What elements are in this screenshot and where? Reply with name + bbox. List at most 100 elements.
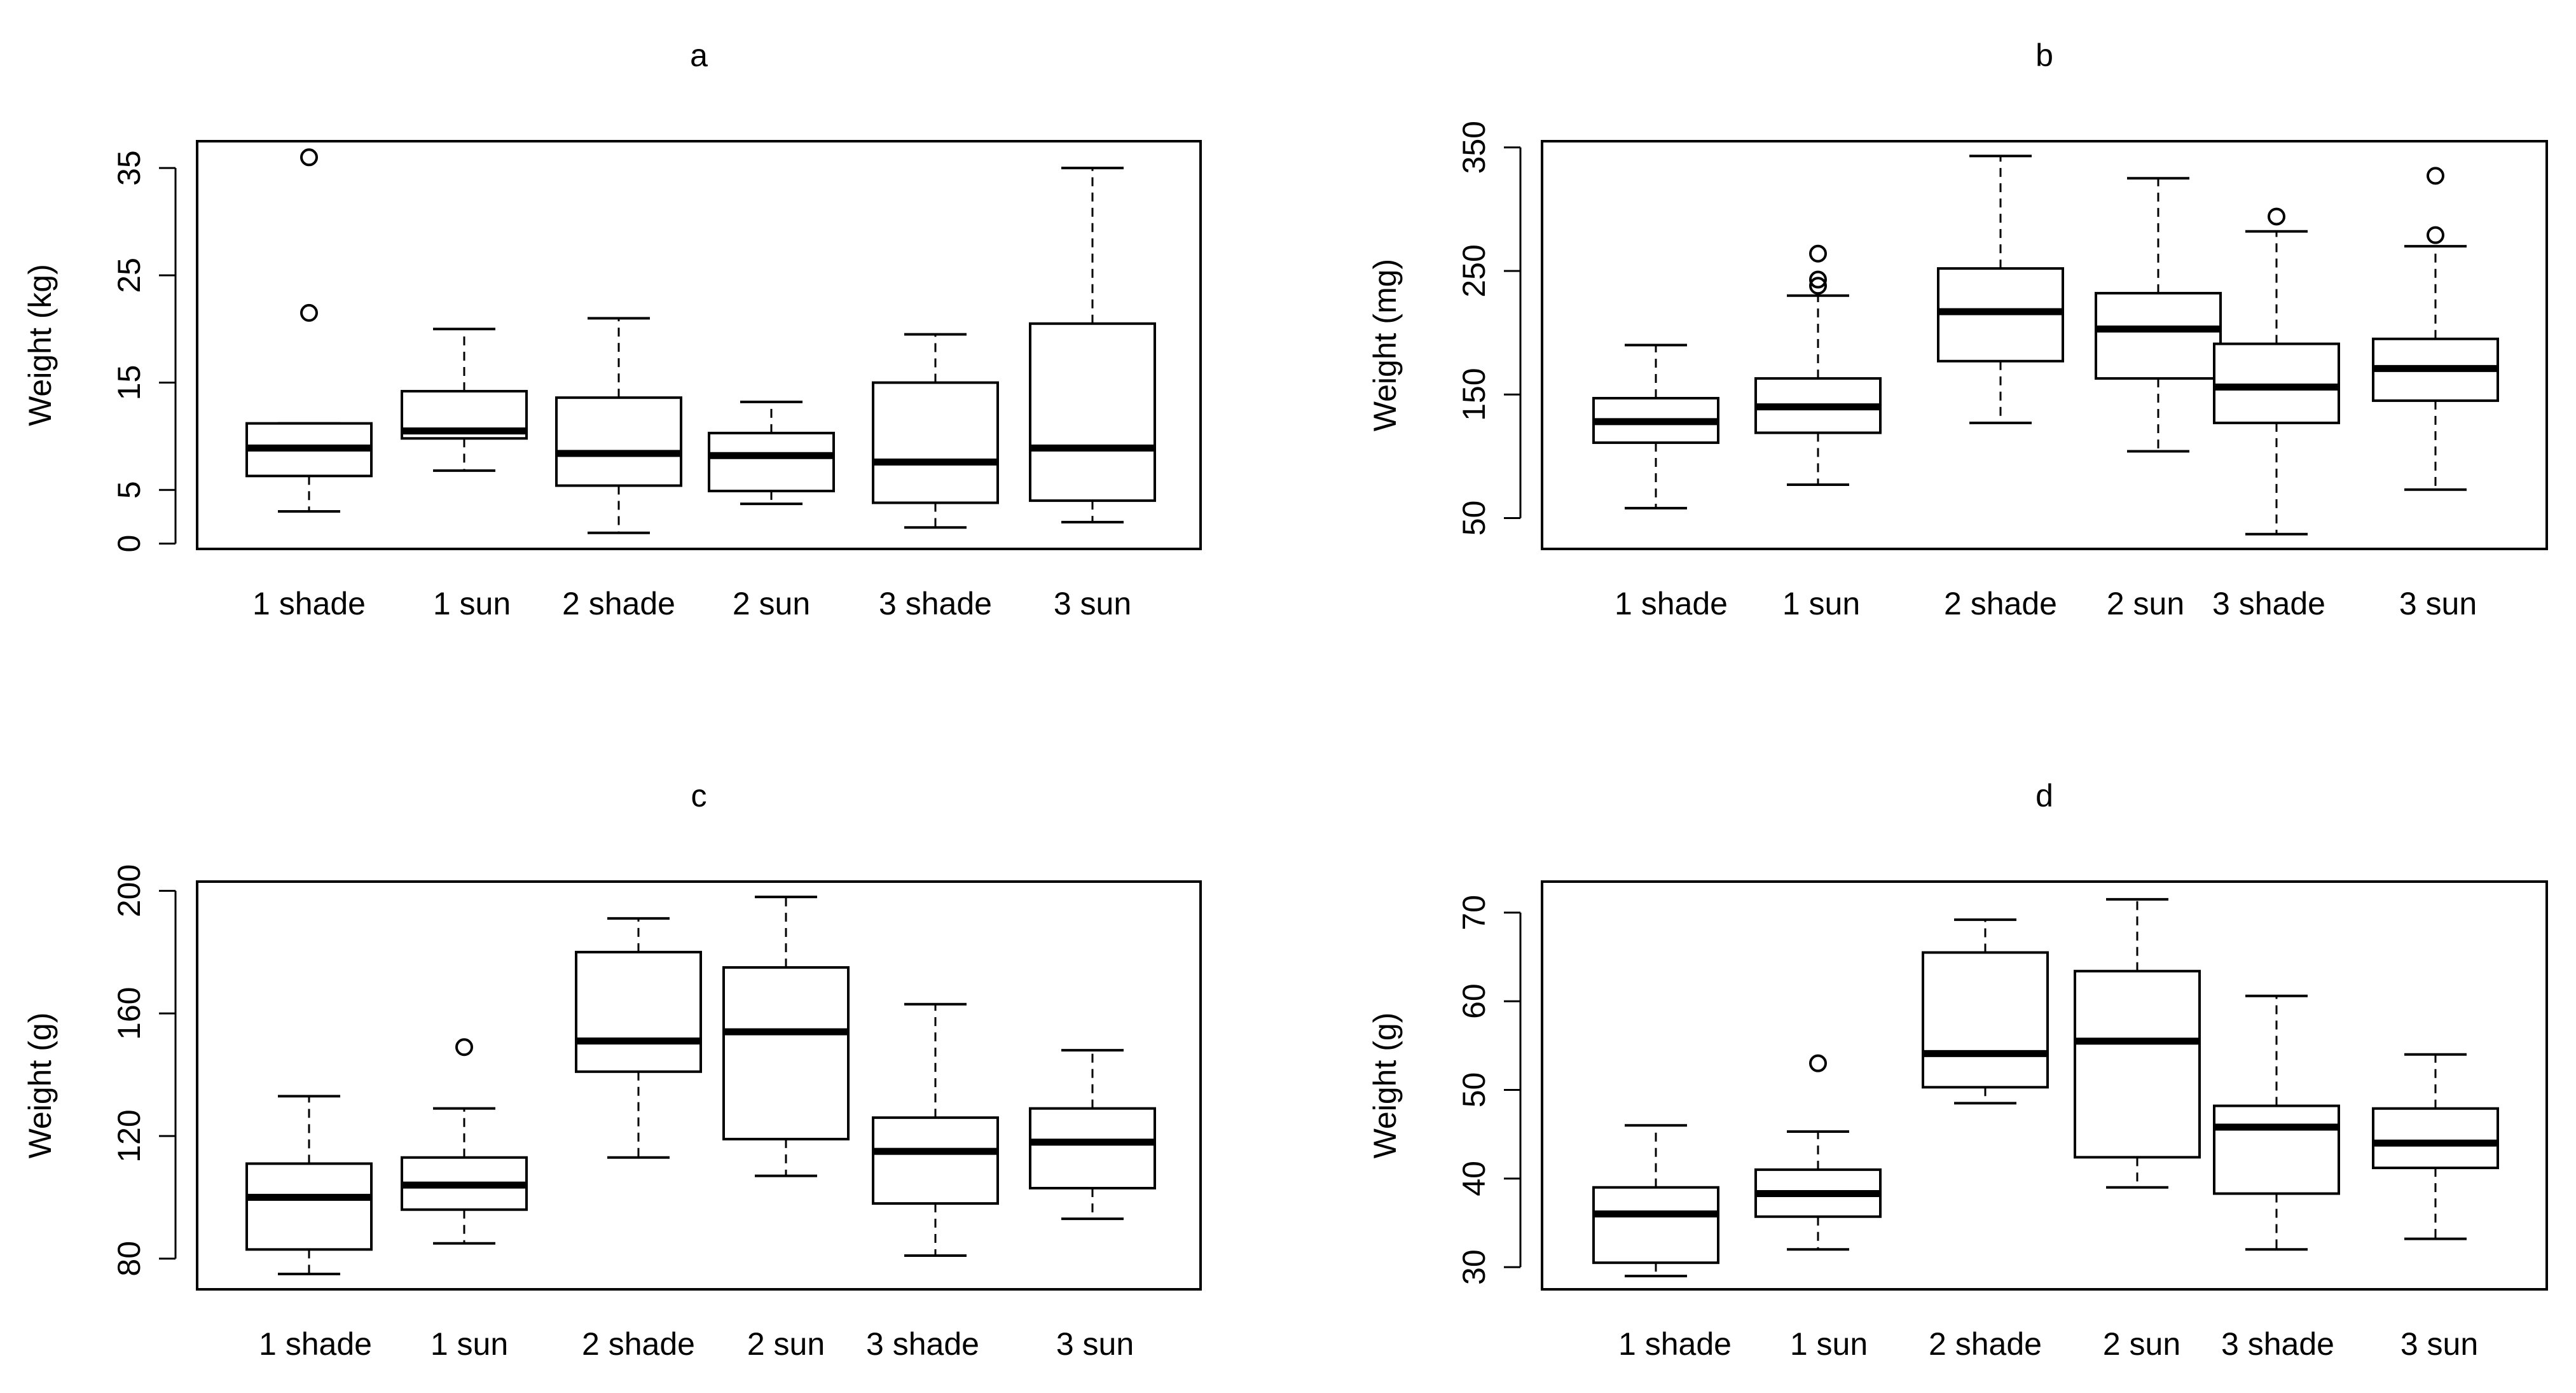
y-axis-label: Weight (g) <box>22 1013 58 1159</box>
y-tick-label: 60 <box>1456 983 1492 1019</box>
box-3-sun: 3 sun <box>1029 1049 1156 1362</box>
outlier-point <box>300 148 318 167</box>
outlier-point <box>1809 277 1827 295</box>
box-2-shade: 2 shade <box>1937 155 2064 621</box>
y-tick-label: 50 <box>1456 501 1492 536</box>
iqr-box <box>575 950 702 1073</box>
panel-d: d 30 40 50 60 70 Weight (g) 1 shade 1 sun 2 shade… <box>1367 778 2548 1362</box>
y-tick-label: 35 <box>111 150 147 186</box>
y-tick-label: 30 <box>1456 1249 1492 1285</box>
box-3-shade: 3 shade <box>872 333 999 621</box>
iqr-box <box>2213 342 2340 424</box>
iqr-box <box>2095 291 2222 380</box>
panel-a: a 0 5 15 25 35 Weight (kg) 1 shade 1 sun 2 shade 2… <box>22 38 1202 621</box>
x-tick-label: 3 shade <box>2212 586 2325 621</box>
panel-b: b 50 150 250 350 Weight (mg) 1 shade 1 sun 2 sha… <box>1367 38 2548 621</box>
outlier-point <box>1809 1054 1827 1072</box>
y-tick-label: 350 <box>1456 121 1492 174</box>
iqr-box <box>1922 951 2049 1089</box>
box-3-shade: 3 shade <box>866 1002 999 1362</box>
box-1-shade: 1 shade <box>245 1095 373 1362</box>
y-tick-label: 150 <box>1456 368 1492 420</box>
y-tick-label: 70 <box>1456 895 1492 931</box>
outlier-point <box>1809 270 1827 289</box>
x-tick-label: 1 shade <box>1618 1326 1732 1362</box>
x-tick-label: 2 shade <box>582 1326 695 1362</box>
iqr-box <box>2074 969 2201 1159</box>
box-3-sun: 3 sun <box>1029 167 1156 621</box>
iqr-box <box>245 1162 373 1251</box>
panel-title: d <box>2035 778 2053 814</box>
outlier-point <box>455 1038 473 1057</box>
box-1-shade: 1 shade <box>1592 343 1728 621</box>
outlier-point <box>2268 207 2285 226</box>
box-1-sun: 1 sun <box>401 1038 528 1362</box>
x-tick-label: 3 sun <box>2400 1326 2478 1362</box>
outlier-point <box>2427 226 2444 244</box>
x-tick-label: 1 sun <box>1790 1326 1868 1362</box>
box-2-sun: 2 sun <box>2074 897 2201 1362</box>
iqr-box <box>1029 322 1156 502</box>
outlier-point <box>2427 167 2444 185</box>
y-tick-label: 200 <box>111 864 147 917</box>
y-tick-label: 0 <box>111 535 147 553</box>
box-3-shade: 3 shade <box>2213 994 2340 1362</box>
x-tick-label: 3 shade <box>866 1326 979 1362</box>
box-2-sun: 2 sun <box>722 896 850 1362</box>
iqr-box <box>872 1116 999 1205</box>
iqr-box <box>872 381 999 504</box>
panel-title: c <box>691 778 707 814</box>
x-tick-label: 1 shade <box>259 1326 372 1362</box>
y-axis-label: Weight (g) <box>1367 1013 1403 1159</box>
panel-title: a <box>690 38 708 73</box>
y-tick-label: 120 <box>111 1109 147 1162</box>
y-tick-label: 15 <box>111 365 147 401</box>
x-tick-label: 3 sun <box>1054 586 1131 621</box>
panel-title: b <box>2035 38 2053 73</box>
box-1-sun: 1 sun <box>401 328 528 621</box>
box-3-sun: 3 sun <box>2372 1053 2499 1362</box>
plot-frame <box>196 140 1202 550</box>
plot-frame <box>1541 140 2548 550</box>
x-tick-label: 2 sun <box>2103 1326 2180 1362</box>
x-tick-label: 3 sun <box>1056 1326 1134 1362</box>
iqr-box <box>555 396 682 487</box>
box-1-sun: 1 sun <box>1754 244 1882 621</box>
x-tick-label: 3 sun <box>2399 586 2477 621</box>
box-3-shade: 3 shade <box>2212 207 2340 621</box>
outlier-point <box>300 303 318 322</box>
box-1-shade: 1 shade <box>1592 1124 1732 1362</box>
x-tick-label: 1 shade <box>1615 586 1728 621</box>
box-1-sun: 1 sun <box>1754 1054 1882 1362</box>
x-tick-label: 1 sun <box>1782 586 1860 621</box>
box-2-shade: 2 shade <box>555 317 682 621</box>
box-2-sun: 2 sun <box>708 400 835 621</box>
y-tick-label: 5 <box>111 481 147 499</box>
iqr-box <box>1029 1107 1156 1189</box>
plot-frame <box>196 880 1202 1291</box>
plot-frame <box>1541 880 2548 1291</box>
iqr-box <box>722 966 850 1140</box>
y-tick-label: 40 <box>1456 1161 1492 1196</box>
x-tick-label: 2 sun <box>733 586 810 621</box>
iqr-box <box>2372 1107 2499 1170</box>
x-tick-label: 1 shade <box>252 586 366 621</box>
box-2-sun: 2 sun <box>2095 177 2222 621</box>
x-tick-label: 2 shade <box>1929 1326 2042 1362</box>
box-2-shade: 2 shade <box>575 917 702 1362</box>
y-tick-label: 80 <box>111 1241 147 1277</box>
box-2-shade: 2 shade <box>1922 918 2049 1362</box>
y-tick-label: 250 <box>1456 244 1492 297</box>
x-tick-label: 3 shade <box>879 586 992 621</box>
x-tick-label: 1 sun <box>433 586 511 621</box>
x-tick-label: 2 shade <box>1944 586 2057 621</box>
y-tick-label: 160 <box>111 987 147 1040</box>
iqr-box <box>1592 1186 1719 1265</box>
y-axis-label: Weight (mg) <box>1367 259 1403 431</box>
x-tick-label: 2 shade <box>562 586 675 621</box>
y-tick-label: 25 <box>111 258 147 293</box>
y-tick-label: 50 <box>1456 1072 1492 1108</box>
iqr-box <box>708 431 835 492</box>
x-tick-label: 1 sun <box>430 1326 508 1362</box>
